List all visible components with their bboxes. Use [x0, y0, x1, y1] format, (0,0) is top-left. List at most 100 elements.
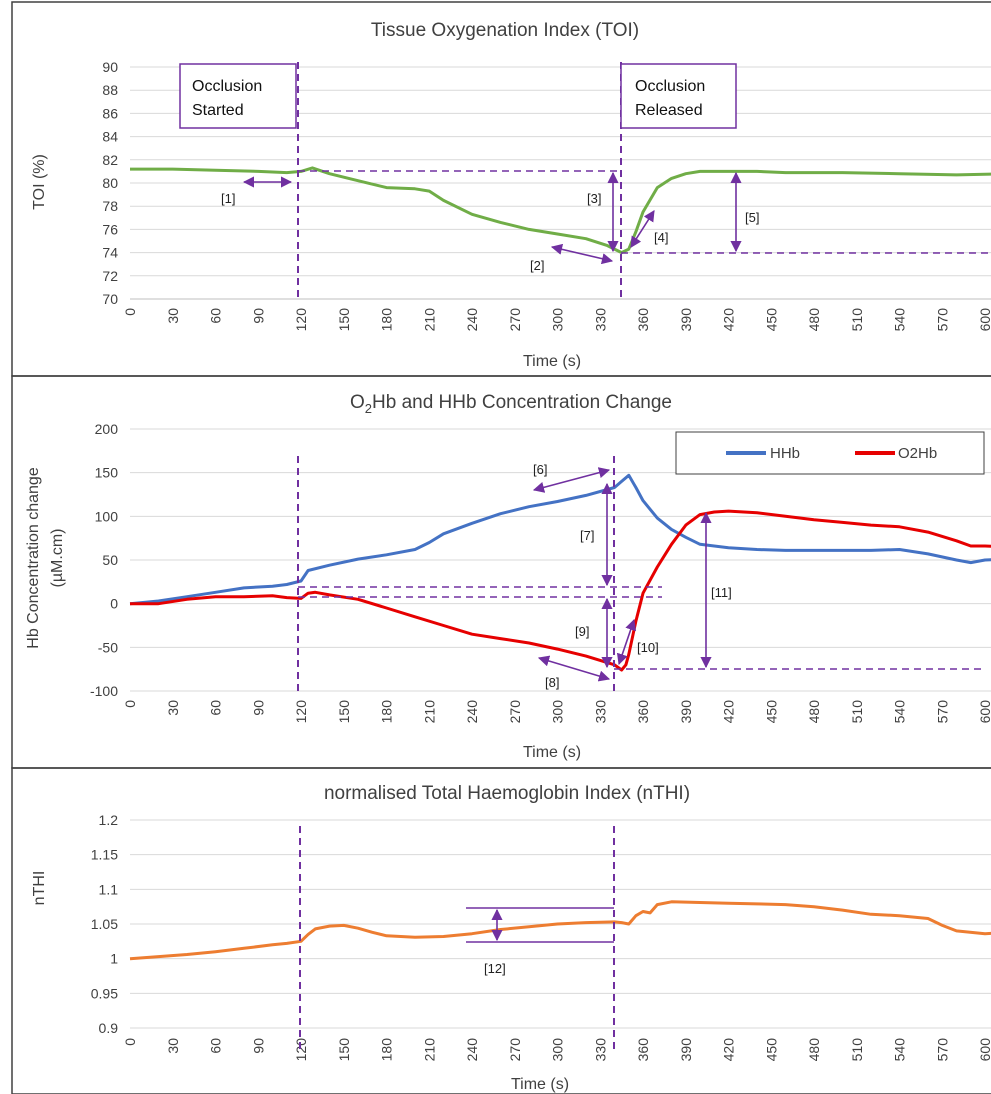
- toi-x-ticks: 0 30 60 90 120 150 180 210 240 270 300 330 360 390 420…: [122, 308, 991, 332]
- hb-annotation-7: [7]: [580, 528, 594, 543]
- hb-y-axis-label-line1: Hb Concentration change: [25, 467, 42, 649]
- nthi-y-tick-label: 1.15: [91, 847, 118, 863]
- hb-y-ticks: -100 -50 0 50 100 150 200: [90, 421, 118, 699]
- hb-title: O2Hb and HHb Concentration Change: [350, 392, 672, 416]
- toi-annotation-5: [5]: [745, 210, 759, 225]
- hb-title-suffix: Hb and HHb Concentration Change: [372, 392, 672, 413]
- toi-annotation-3: [3]: [587, 191, 601, 206]
- hb-series-o2hb-line: [130, 509, 991, 672]
- toi-x-tick-label: 180: [379, 308, 395, 332]
- hb-annotation-10: [10]: [637, 640, 659, 655]
- occlusion-started-box: [179, 63, 297, 129]
- toi-y-tick-label: 82: [102, 152, 118, 168]
- hb-x-tick-label: 570: [934, 700, 950, 724]
- toi-y-tick-label: 90: [102, 59, 118, 75]
- hb-legend: HHb O2Hb: [675, 431, 985, 475]
- hb-x-tick-label: 150: [336, 700, 352, 724]
- nthi-y-tick-label: 1.1: [99, 881, 119, 897]
- hb-x-tick-label: 270: [507, 700, 523, 724]
- nthi-y-tick-label: 1: [110, 951, 118, 967]
- toi-panel-border: [11, 1, 991, 377]
- hb-arrow-8: [537, 655, 611, 682]
- hb-y-tick-label: -100: [90, 683, 118, 699]
- nthi-x-tick-label: 360: [635, 1038, 651, 1062]
- nthi-x-axis-label: Time (s): [511, 1076, 569, 1093]
- toi-y-tick-label: 70: [102, 291, 118, 307]
- nthi-gridlines: [130, 819, 991, 1029]
- hb-panel: O2Hb and HHb Concentration Change -100 -5…: [11, 375, 991, 769]
- hb-y-tick-label: -50: [98, 639, 118, 655]
- hb-x-ticks: 0 30 60 90 120 150 180 210 240 270 300 330 360 390 420…: [122, 700, 991, 724]
- hb-x-tick-label: 540: [892, 700, 908, 724]
- nthi-series: [129, 900, 991, 961]
- hb-y-tick-label: 150: [95, 465, 119, 481]
- hb-title-prefix: O: [350, 392, 365, 413]
- hb-annotation-9: [9]: [575, 624, 589, 639]
- hb-x-tick-label: 360: [635, 700, 651, 724]
- hb-title-subscript: 2: [365, 401, 372, 416]
- hb-series: [129, 473, 991, 672]
- hb-arrow-6: [532, 467, 611, 493]
- nthi-x-tick-label: 180: [379, 1038, 395, 1062]
- toi-x-tick-label: 150: [336, 308, 352, 332]
- toi-x-axis-label: Time (s): [523, 353, 581, 370]
- toi-y-tick-label: 84: [102, 129, 118, 145]
- toi-y-tick-label: 72: [102, 268, 118, 284]
- toi-title: Tissue Oxygenation Index (TOI): [371, 20, 639, 41]
- toi-x-tick-label: 240: [464, 308, 480, 332]
- toi-x-tick-label: 420: [721, 308, 737, 332]
- hb-gridlines: [130, 428, 991, 692]
- hb-x-axis-label: Time (s): [523, 744, 581, 761]
- nthi-x-tick-label: 420: [721, 1038, 737, 1062]
- toi-annotation-1: [1]: [221, 191, 235, 206]
- toi-y-tick-label: 74: [102, 245, 118, 261]
- occlusion-started-line1: Occlusion: [192, 78, 262, 95]
- nthi-panel-border: [11, 767, 991, 1094]
- toi-y-tick-label: 78: [102, 198, 118, 214]
- nthi-x-tick-label: 540: [892, 1038, 908, 1062]
- nthi-x-tick-label: 90: [250, 1038, 266, 1054]
- nthi-y-axis-label: nTHI: [31, 871, 48, 906]
- nthi-x-tick-label: 120: [293, 1038, 309, 1062]
- hb-x-tick-label: 0: [122, 700, 138, 708]
- hb-y-tick-label: 100: [95, 508, 119, 524]
- nthi-x-tick-label: 600: [977, 1038, 991, 1062]
- hb-x-tick-label: 600: [977, 700, 991, 724]
- nthi-y-tick-label: 1.05: [91, 916, 118, 932]
- hb-x-tick-label: 420: [721, 700, 737, 724]
- toi-arrow-2: [550, 243, 614, 265]
- nthi-x-tick-label: 480: [806, 1038, 822, 1062]
- hb-x-tick-label: 120: [293, 700, 309, 724]
- toi-x-tick-label: 540: [892, 308, 908, 332]
- hb-x-tick-label: 510: [849, 700, 865, 724]
- toi-y-tick-label: 76: [102, 221, 118, 237]
- toi-y-axis-label: TOI (%): [31, 154, 48, 210]
- toi-arrow-4: [630, 210, 655, 248]
- nthi-y-ticks: 0.9 0.95 1 1.05 1.1 1.15 1.2: [91, 812, 118, 1036]
- nthi-x-ticks: 0 30 60 90 120 150 180 210 240 270 300 330 360 390 420…: [122, 1038, 991, 1062]
- toi-y-tick-label: 88: [102, 82, 118, 98]
- toi-x-tick-label: 600: [977, 308, 991, 332]
- nthi-y-tick-label: 0.9: [99, 1020, 119, 1036]
- nthi-x-tick-label: 330: [592, 1038, 608, 1062]
- toi-panel: Tissue Oxygenation Index (TOI) 70 72 74 76 7…: [11, 1, 991, 377]
- nthi-panel: normalised Total Haemoglobin Index (nTHI…: [11, 767, 991, 1094]
- nthi-x-tick-label: 150: [336, 1038, 352, 1062]
- hb-x-tick-label: 180: [379, 700, 395, 724]
- toi-annotation-2: [2]: [530, 258, 544, 273]
- toi-x-tick-label: 450: [763, 308, 779, 332]
- legend-o2hb-label: O2Hb: [898, 445, 937, 462]
- nthi-x-tick-label: 0: [122, 1038, 138, 1046]
- nthi-x-tick-label: 210: [421, 1038, 437, 1062]
- occlusion-started-line2: Started: [192, 102, 244, 119]
- hb-x-tick-label: 240: [464, 700, 480, 724]
- hb-y-tick-label: 200: [95, 421, 119, 437]
- nthi-x-tick-label: 450: [763, 1038, 779, 1062]
- hb-x-tick-label: 390: [678, 700, 694, 724]
- nthi-x-tick-label: 390: [678, 1038, 694, 1062]
- hb-x-tick-label: 60: [208, 700, 224, 716]
- hb-y-tick-label: 50: [102, 552, 118, 568]
- hb-arrow-10: [616, 618, 637, 666]
- nthi-y-tick-label: 0.95: [91, 985, 118, 1001]
- hb-x-tick-label: 450: [763, 700, 779, 724]
